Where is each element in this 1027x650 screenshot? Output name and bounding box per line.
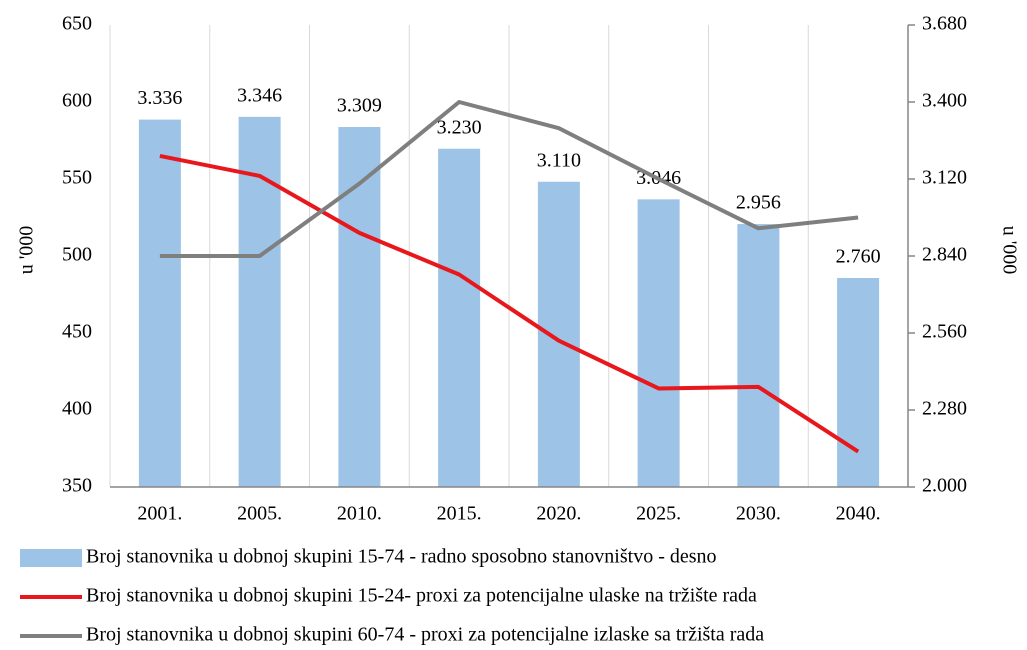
y-axis-label: u '000	[16, 226, 38, 275]
bar	[238, 116, 281, 487]
x-tick-label: 2010.	[337, 503, 382, 525]
bar-value-label: 2.760	[836, 246, 881, 268]
y-tick-label: 450	[62, 321, 92, 343]
x-tick-label: 2030.	[736, 503, 781, 525]
legend-label: Broj stanovnika u dobnoj skupini 15-24- …	[86, 585, 757, 607]
bar	[837, 278, 880, 487]
bar	[737, 224, 780, 487]
x-tick-label: 2020.	[536, 503, 581, 525]
bar-value-label: 3.336	[137, 87, 182, 109]
y-tick-label: 550	[62, 167, 92, 189]
y-tick-label: 350	[62, 475, 92, 497]
bar	[637, 199, 680, 487]
bar-value-label: 3.110	[537, 149, 581, 171]
line	[159, 153, 860, 454]
x-tick-label: 2025.	[636, 503, 681, 525]
line	[159, 100, 859, 258]
legend-swatch	[20, 549, 82, 567]
y2-tick-label: 2.840	[922, 244, 967, 266]
y2-axis-label: u '000	[998, 226, 1020, 275]
legend-label: Broj stanovnika u dobnoj skupini 15-74 -…	[86, 546, 717, 568]
x-tick-label: 2015.	[437, 503, 482, 525]
y-tick-label: 500	[62, 244, 92, 266]
bar	[138, 119, 181, 487]
bar	[438, 148, 481, 487]
x-tick-label: 2001.	[137, 503, 182, 525]
y-tick-label: 400	[62, 398, 92, 420]
y2-tick-label: 2.280	[922, 398, 967, 420]
x-tick-label: 2040.	[836, 503, 881, 525]
y-tick-label: 650	[62, 13, 92, 35]
y2-tick-label: 3.400	[922, 90, 967, 112]
x-tick-label: 2005.	[237, 503, 282, 525]
y2-tick-label: 2.000	[922, 475, 967, 497]
bar-value-label: 3.230	[437, 116, 482, 138]
legend-label: Broj stanovnika u dobnoj skupini 60-74 -…	[86, 624, 764, 646]
y2-tick-label: 2.560	[922, 321, 967, 343]
y-tick-label: 600	[62, 90, 92, 112]
bar-value-label: 3.346	[237, 84, 282, 106]
y2-tick-label: 3.680	[922, 13, 967, 35]
bar-value-label: 2.956	[736, 192, 781, 214]
bar-value-label: 3.309	[337, 95, 382, 117]
bar	[537, 181, 580, 487]
bar	[338, 127, 381, 488]
y2-tick-label: 3.120	[922, 167, 967, 189]
